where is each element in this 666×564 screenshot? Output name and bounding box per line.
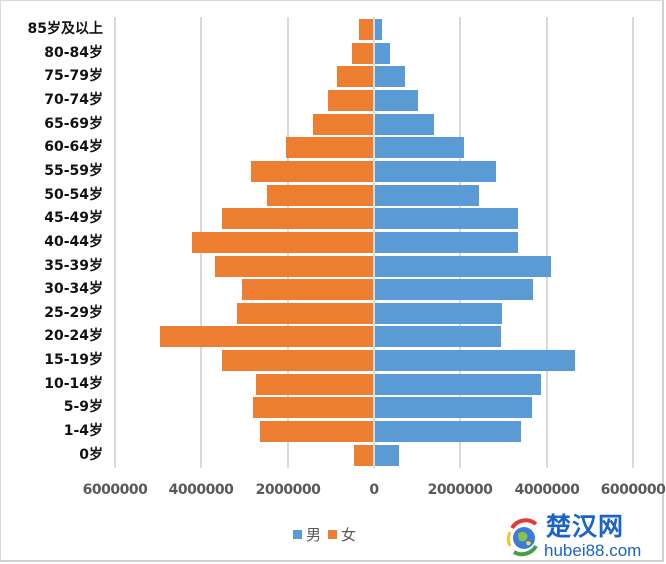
x-tick-label: 2000000: [427, 482, 493, 498]
age-group-label: 80-84岁: [44, 44, 103, 61]
age-group-label: 55-59岁: [44, 162, 103, 179]
age-group-label: 35-39岁: [44, 257, 103, 274]
watermark-url: hubei88.com: [544, 541, 642, 560]
zero-axis-line: [373, 17, 375, 468]
legend: 男 女: [293, 524, 359, 544]
female-bar: [328, 89, 374, 111]
male-bar: [375, 231, 518, 253]
female-bar: [191, 231, 374, 253]
age-group-label: 75-79岁: [44, 68, 103, 85]
male-bar: [375, 89, 419, 111]
age-group-label: 40-44岁: [44, 233, 103, 250]
female-bar: [267, 184, 374, 206]
male-bar: [375, 66, 406, 88]
watermark-title: 楚汉网: [546, 512, 625, 541]
female-bar: [351, 42, 374, 64]
female-bar: [242, 279, 374, 301]
female-bar: [215, 255, 374, 277]
gridline: [546, 17, 548, 468]
watermark: 楚汉网 hubei88.com: [500, 510, 666, 562]
male-bar: [375, 326, 502, 348]
female-bar: [159, 326, 374, 348]
x-tick-label: 4000000: [514, 482, 580, 498]
age-group-label: 10-14岁: [44, 375, 103, 392]
female-bar: [358, 19, 374, 40]
female-bar: [252, 397, 374, 419]
age-group-label: 85岁及以上: [27, 21, 103, 37]
male-bar: [375, 302, 502, 324]
age-group-label: 25-29岁: [44, 304, 103, 321]
female-bar: [313, 113, 374, 135]
legend-swatch-female: [328, 529, 338, 539]
female-bar: [221, 350, 374, 372]
legend-swatch-male: [293, 529, 302, 539]
male-bar: [375, 421, 522, 443]
male-bar: [375, 373, 542, 395]
female-bar: [222, 208, 374, 230]
male-bar: [375, 160, 496, 182]
legend-label-male: 男: [306, 525, 322, 544]
male-bar: [375, 137, 464, 159]
male-bar: [375, 184, 480, 206]
male-bar: [375, 350, 576, 372]
x-tick-label: 0: [369, 482, 379, 498]
male-bar: [375, 279, 534, 301]
age-group-label: 50-54岁: [44, 186, 103, 203]
male-bar: [375, 113, 435, 135]
male-bar: [375, 42, 391, 64]
female-bar: [286, 137, 374, 159]
female-bar: [236, 302, 374, 324]
age-group-label: 45-49岁: [44, 210, 103, 227]
age-group-label: 5-9岁: [63, 399, 103, 416]
female-bar: [259, 421, 374, 443]
male-bar: [375, 208, 518, 230]
age-group-label: 0岁: [79, 446, 103, 463]
globe-logo-icon: [506, 518, 538, 557]
x-tick-label: 6000000: [600, 482, 666, 498]
gridline: [114, 17, 116, 468]
age-group-label: 70-74岁: [44, 91, 103, 108]
age-group-label: 60-64岁: [44, 139, 103, 156]
female-bar: [354, 444, 374, 466]
age-group-label: 20-24岁: [44, 328, 103, 345]
age-group-label: 30-34岁: [44, 281, 103, 298]
x-tick-label: 2000000: [255, 482, 321, 498]
age-group-label: 65-69岁: [44, 115, 103, 132]
age-group-label: 15-19岁: [44, 352, 103, 369]
male-bar: [375, 397, 533, 419]
male-bar: [375, 19, 383, 40]
x-tick-label: 4000000: [168, 482, 234, 498]
female-bar: [251, 160, 374, 182]
female-bar: [337, 66, 374, 88]
gridline: [632, 17, 634, 468]
male-bar: [375, 444, 400, 466]
male-bar: [375, 255, 552, 277]
legend-label-female: 女: [341, 525, 357, 544]
x-tick-label: 6000000: [82, 482, 148, 498]
female-bar: [256, 373, 374, 395]
age-group-label: 1-4岁: [63, 423, 103, 440]
